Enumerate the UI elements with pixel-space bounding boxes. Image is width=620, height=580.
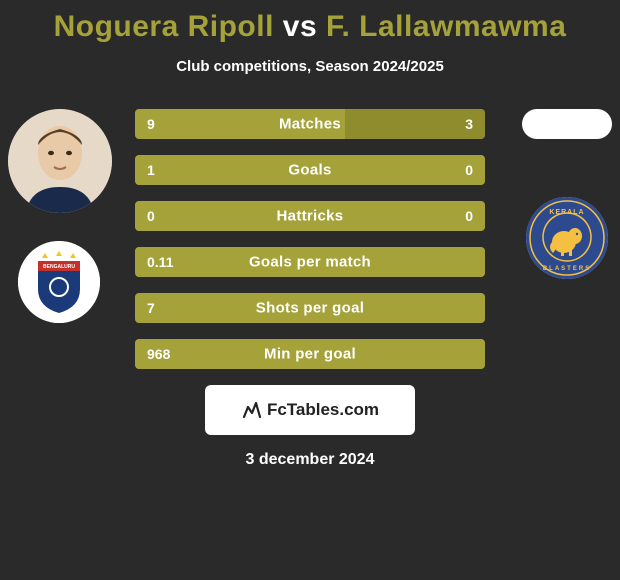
player1-club-badge: BENGALURU bbox=[18, 241, 100, 323]
branding-text: FcTables.com bbox=[241, 399, 379, 421]
comparison-card: Noguera Ripoll vs F. Lallawmawma Club co… bbox=[0, 0, 620, 580]
stat-value-right: 3 bbox=[465, 116, 473, 132]
stat-value-right: 0 bbox=[465, 162, 473, 178]
stat-label: Matches bbox=[135, 116, 485, 133]
svg-text:KERALA: KERALA bbox=[549, 209, 584, 216]
comparison-title: Noguera Ripoll vs F. Lallawmawma bbox=[0, 0, 620, 44]
player2-name: F. Lallawmawma bbox=[326, 10, 566, 43]
player2-club-badge: KERALA BLASTERS bbox=[526, 197, 608, 279]
branding-label: FcTables.com bbox=[267, 400, 379, 420]
stat-row: 7Shots per goal bbox=[135, 293, 485, 323]
stat-label: Hattricks bbox=[135, 208, 485, 225]
stats-area: BENGALURU KERALA BLASTERS bbox=[0, 109, 620, 369]
stat-label: Goals bbox=[135, 162, 485, 179]
stat-bars: 9Matches31Goals00Hattricks00.11Goals per… bbox=[135, 109, 485, 369]
player1-avatar bbox=[8, 109, 112, 213]
avatar-placeholder-icon bbox=[8, 109, 112, 213]
player-left-column: BENGALURU bbox=[8, 109, 112, 323]
subtitle: Club competitions, Season 2024/2025 bbox=[0, 58, 620, 75]
stat-label: Goals per match bbox=[135, 254, 485, 271]
vs-text: vs bbox=[283, 10, 317, 43]
stat-row: 968Min per goal bbox=[135, 339, 485, 369]
stat-label: Min per goal bbox=[135, 346, 485, 363]
player-right-column: KERALA BLASTERS bbox=[522, 109, 612, 279]
player1-name: Noguera Ripoll bbox=[54, 10, 274, 43]
svg-text:BLASTERS: BLASTERS bbox=[543, 266, 591, 272]
date-text: 3 december 2024 bbox=[0, 451, 620, 469]
kerala-blasters-icon: KERALA BLASTERS bbox=[526, 197, 608, 279]
stat-value-right: 0 bbox=[465, 208, 473, 224]
stat-row: 0Hattricks0 bbox=[135, 201, 485, 231]
fctables-logo-icon bbox=[241, 399, 263, 421]
branding-badge[interactable]: FcTables.com bbox=[205, 385, 415, 435]
bengaluru-shield-icon: BENGALURU bbox=[18, 241, 100, 323]
stat-label: Shots per goal bbox=[135, 300, 485, 317]
svg-text:BENGALURU: BENGALURU bbox=[43, 264, 75, 270]
stat-row: 9Matches3 bbox=[135, 109, 485, 139]
stat-row: 1Goals0 bbox=[135, 155, 485, 185]
player2-avatar bbox=[522, 109, 612, 139]
stat-row: 0.11Goals per match bbox=[135, 247, 485, 277]
